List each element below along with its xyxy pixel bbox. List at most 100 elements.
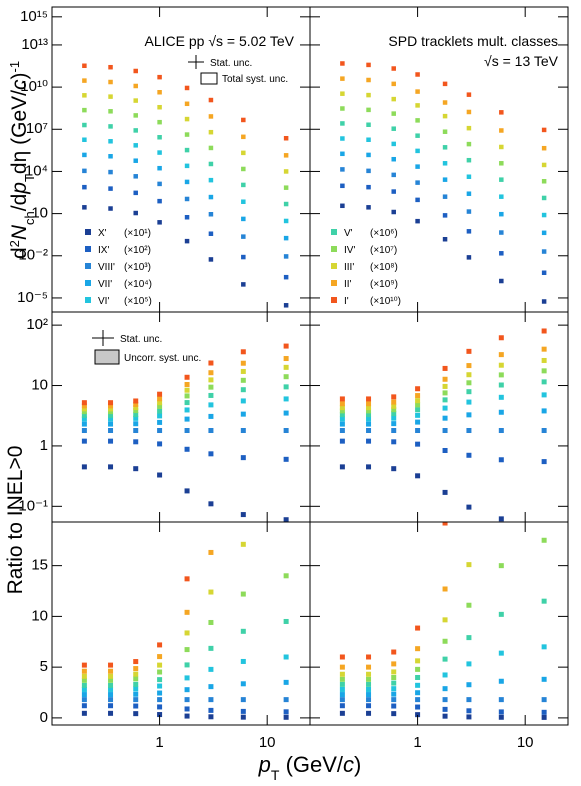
y-tick-label: 5 — [40, 658, 48, 675]
data-point — [340, 136, 345, 141]
data-point — [240, 681, 246, 687]
data-point — [498, 516, 504, 522]
data-point — [442, 100, 448, 105]
data-point — [208, 212, 214, 217]
legend-name: VIII' — [98, 262, 115, 273]
data-point — [366, 676, 372, 682]
data-point — [81, 438, 87, 444]
data-point — [184, 179, 190, 185]
data-point — [241, 199, 246, 204]
data-point — [133, 415, 139, 421]
data-point — [415, 704, 421, 710]
data-point — [108, 464, 114, 470]
legend-swatch — [85, 229, 91, 235]
label-part: p — [8, 182, 31, 195]
data-point — [415, 133, 420, 138]
data-point — [442, 161, 448, 166]
data-point — [240, 714, 246, 720]
data-point — [415, 218, 420, 224]
data-point — [108, 403, 114, 409]
data-point — [498, 563, 504, 569]
label-part: dη (GeV/ — [8, 90, 31, 174]
data-point — [240, 360, 246, 366]
data-point — [466, 708, 472, 714]
data-point — [339, 428, 345, 434]
data-point — [466, 125, 472, 131]
data-point — [283, 153, 289, 158]
data-point — [541, 195, 547, 201]
data-point — [208, 402, 214, 408]
data-point — [283, 679, 289, 685]
data-point — [81, 710, 87, 716]
data-point — [284, 259, 289, 264]
data-point — [415, 103, 420, 108]
data-point — [283, 218, 289, 224]
data-point — [208, 428, 214, 434]
data-point — [415, 197, 420, 203]
data-point — [391, 674, 397, 680]
data-point — [208, 549, 214, 555]
y-tick-label: 10⁴ — [25, 162, 48, 179]
label-part: 2 — [7, 240, 22, 247]
data-point — [208, 231, 214, 236]
data-point — [81, 697, 87, 703]
data-point — [541, 379, 547, 385]
y-tick-label: 10 — [31, 205, 48, 222]
data-point — [339, 686, 345, 692]
data-point — [208, 645, 214, 651]
data-point — [157, 669, 163, 675]
data-point — [157, 165, 162, 171]
data-point — [82, 137, 87, 142]
annotation: √s = 13 TeV — [484, 53, 559, 69]
data-point — [415, 164, 420, 169]
data-point — [366, 184, 371, 190]
data-point — [442, 447, 448, 453]
data-point — [108, 692, 114, 698]
data-point — [442, 428, 448, 434]
data-point — [442, 586, 448, 592]
data-point — [466, 452, 472, 458]
legend-name: III' — [344, 262, 354, 273]
data-point — [541, 537, 547, 543]
panel-points — [81, 343, 289, 522]
data-point — [283, 697, 289, 703]
data-point — [339, 671, 345, 677]
data-point — [133, 158, 138, 163]
data-point — [391, 415, 397, 421]
data-point — [184, 687, 190, 693]
data-point — [108, 169, 113, 175]
data-point — [157, 690, 163, 696]
data-point — [208, 194, 214, 200]
x-tick-label: 1 — [155, 734, 163, 751]
data-point — [208, 666, 214, 672]
data-point — [499, 251, 504, 256]
data-point — [208, 413, 214, 419]
data-point — [81, 692, 87, 698]
data-point — [184, 132, 190, 137]
data-point — [415, 398, 421, 404]
data-point — [184, 215, 190, 220]
data-point — [391, 66, 396, 71]
data-point — [340, 106, 345, 111]
data-point — [283, 709, 289, 715]
data-point — [340, 203, 345, 209]
data-point — [283, 384, 289, 390]
data-point — [498, 457, 504, 463]
data-point — [391, 399, 397, 405]
data-point — [157, 396, 163, 402]
data-point — [81, 464, 87, 470]
data-point — [466, 141, 472, 147]
data-point — [339, 681, 345, 687]
data-point — [133, 711, 139, 717]
y-tick-label: 15 — [31, 557, 48, 574]
data-point — [133, 666, 139, 672]
data-point — [283, 618, 289, 624]
x-tick-label: 10 — [517, 734, 534, 751]
panel-points — [340, 61, 547, 304]
data-point — [541, 392, 547, 398]
data-point — [466, 209, 472, 214]
data-point — [208, 476, 213, 481]
data-point — [283, 169, 289, 174]
data-point — [108, 686, 114, 692]
data-point — [442, 390, 448, 396]
